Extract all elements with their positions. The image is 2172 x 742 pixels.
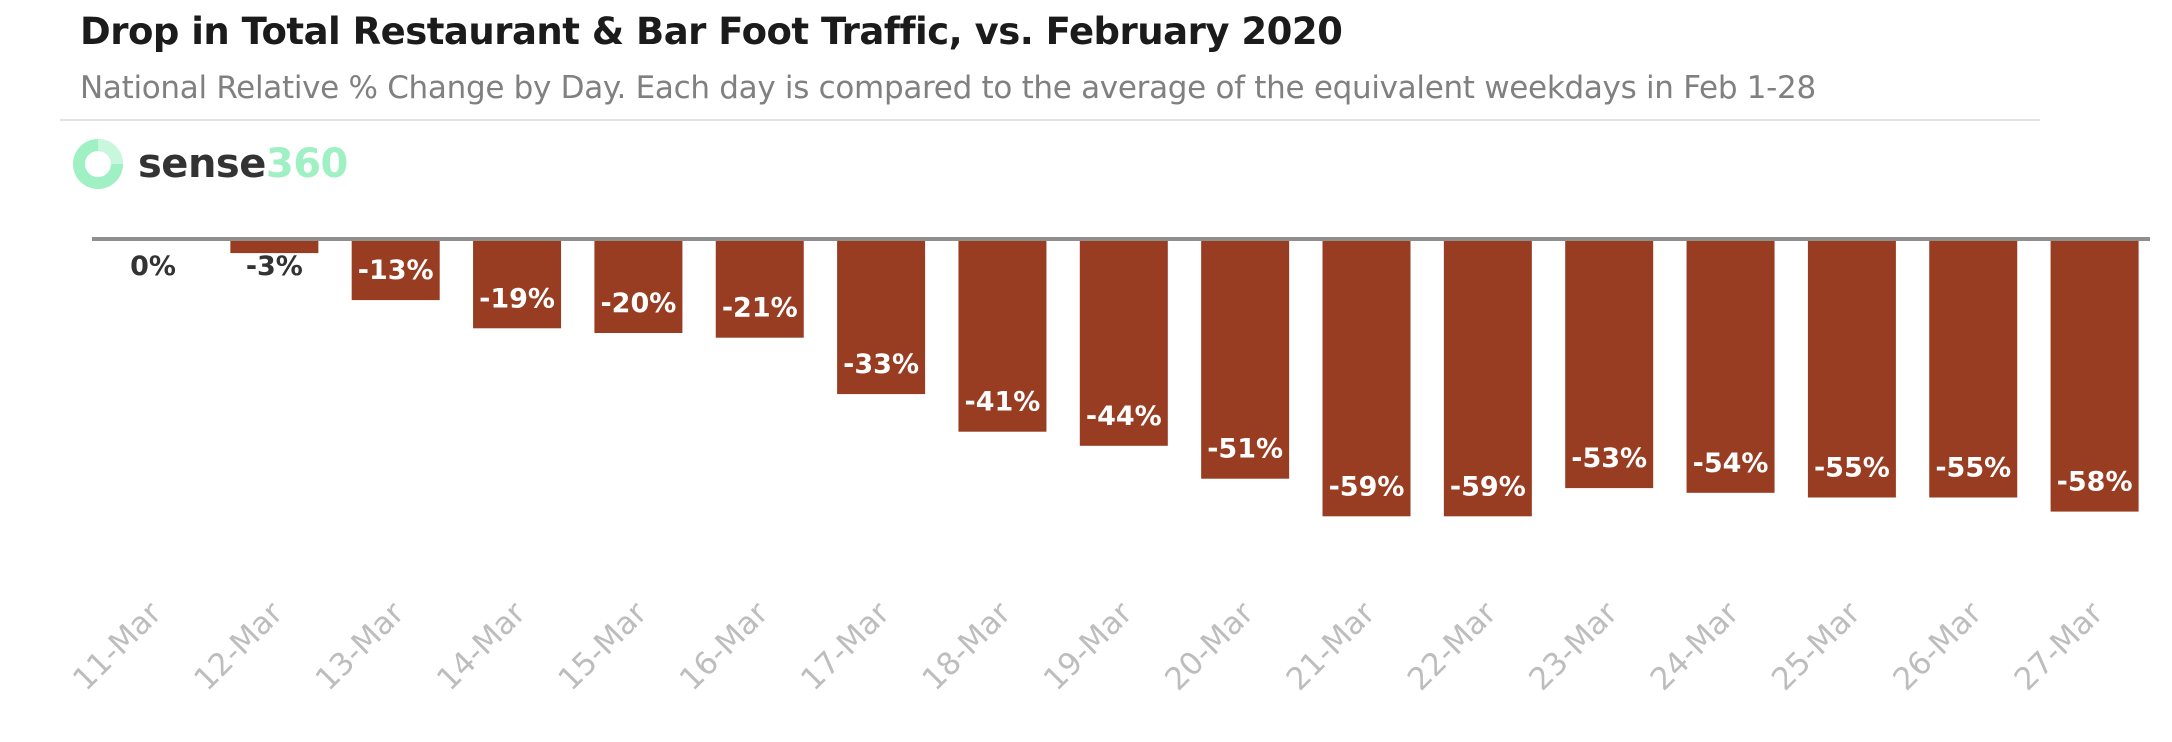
- x-tick-label: 12-Mar: [187, 595, 290, 698]
- data-label: -21%: [722, 293, 798, 324]
- bar: [1686, 239, 1775, 493]
- chart-title: Drop in Total Restaurant & Bar Foot Traf…: [80, 10, 1343, 53]
- chart-subtitle: National Relative % Change by Day. Each …: [80, 70, 1816, 106]
- logo-text-sense: sense: [138, 141, 266, 187]
- x-tick-label: 22-Mar: [1401, 595, 1504, 698]
- data-label: -20%: [600, 288, 676, 319]
- x-tick-label: 18-Mar: [915, 595, 1018, 698]
- x-tick-label: 21-Mar: [1280, 595, 1383, 698]
- bar: [1201, 239, 1290, 479]
- x-tick-label: 26-Mar: [1886, 595, 1989, 698]
- bar: [1443, 239, 1532, 517]
- data-label: -58%: [2057, 467, 2133, 498]
- data-label: -19%: [479, 283, 555, 314]
- bar: [2050, 239, 2139, 512]
- data-label: -3%: [246, 251, 303, 282]
- bar: [837, 239, 926, 395]
- bar: [1929, 239, 2018, 498]
- data-label: -55%: [1814, 453, 1890, 484]
- x-tick-label: 14-Mar: [430, 595, 533, 698]
- x-tick-label: 13-Mar: [309, 595, 412, 698]
- data-label: -51%: [1207, 434, 1283, 465]
- x-tick-label: 20-Mar: [1158, 595, 1261, 698]
- bar: [473, 239, 562, 329]
- data-label: -53%: [1571, 443, 1647, 474]
- data-label: -44%: [1086, 401, 1162, 432]
- x-tick-label: 19-Mar: [1037, 595, 1140, 698]
- logo-text-360: 360: [265, 141, 349, 187]
- x-tick-label: 11-Mar: [66, 595, 169, 698]
- data-label: -59%: [1329, 471, 1405, 502]
- bar: [230, 239, 319, 254]
- logo-wordmark: sense360: [138, 141, 348, 187]
- bar: [1565, 239, 1654, 489]
- x-tick-label: 27-Mar: [2008, 595, 2111, 698]
- bar: [594, 239, 683, 333]
- bar: [1807, 239, 1896, 498]
- x-tick-label: 16-Mar: [673, 595, 776, 698]
- data-label: -13%: [358, 255, 434, 286]
- data-label: -41%: [965, 387, 1041, 418]
- x-tick-label: 24-Mar: [1644, 595, 1747, 698]
- bar: [958, 239, 1047, 432]
- data-label: 0%: [130, 251, 176, 282]
- x-tick-label: 23-Mar: [1522, 595, 1625, 698]
- sense360-logo: sense360: [72, 138, 348, 190]
- x-tick-label: 17-Mar: [794, 595, 897, 698]
- data-label: -59%: [1450, 471, 1526, 502]
- data-label: -33%: [843, 349, 919, 380]
- data-label: -55%: [1935, 453, 2011, 484]
- bar: [1079, 239, 1168, 446]
- x-tick-label: 25-Mar: [1765, 595, 1868, 698]
- bar: [351, 239, 440, 301]
- bar: [715, 239, 804, 338]
- x-tick-label: 15-Mar: [551, 595, 654, 698]
- bar: [1322, 239, 1411, 517]
- sense360-ring-icon: [73, 139, 123, 189]
- data-label: -54%: [1693, 448, 1769, 479]
- header-divider: [60, 119, 2040, 121]
